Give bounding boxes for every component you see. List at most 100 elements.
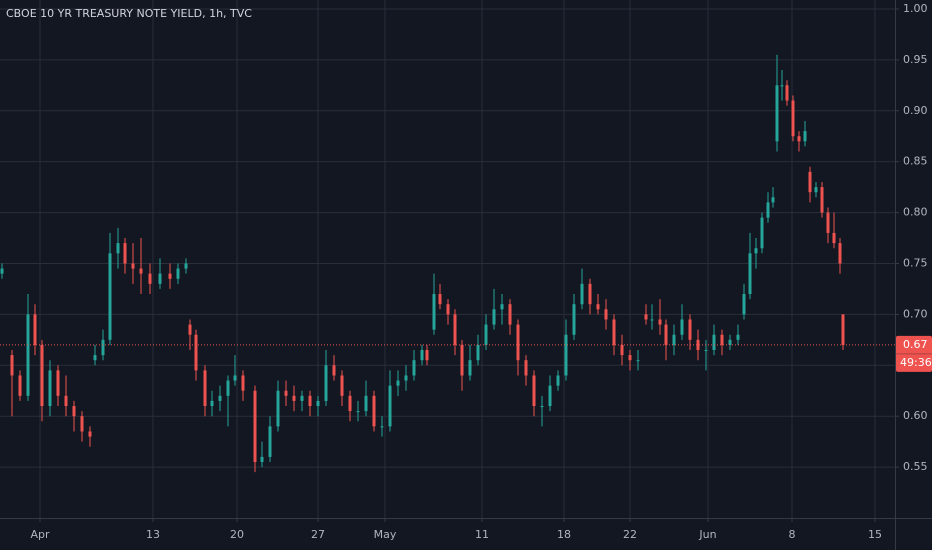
chart-title: CBOE 10 YR TREASURY NOTE YIELD, 1h, TVC	[6, 7, 252, 20]
candle-body	[696, 339, 700, 351]
candle-body	[791, 100, 795, 137]
candle-body	[80, 416, 84, 432]
candle-body	[832, 232, 836, 244]
candle-body	[548, 385, 552, 407]
candle-body	[508, 304, 512, 325]
candle-body	[388, 385, 392, 427]
grid	[0, 0, 895, 518]
x-tick-label: 15	[868, 528, 882, 541]
candle-body	[540, 406, 544, 408]
last-price-label: 0.67	[903, 338, 928, 351]
candle-body	[580, 283, 584, 305]
y-tick-label: 0.70	[903, 307, 928, 320]
candle-body	[176, 268, 180, 279]
candle-body	[116, 243, 120, 254]
candle-body	[596, 304, 600, 310]
candle-body	[184, 263, 188, 269]
y-tick-label: 0.75	[903, 256, 928, 269]
candle-body	[754, 248, 758, 254]
candle-body	[56, 370, 60, 396]
candle-body	[658, 319, 662, 325]
y-tick-label: 1.00	[903, 2, 928, 15]
candle-body	[736, 334, 740, 340]
x-tick-label: 11	[475, 528, 489, 541]
candle-body	[516, 324, 520, 361]
candle-body	[332, 365, 336, 376]
candle-body	[268, 426, 272, 457]
candle-body	[572, 304, 576, 335]
y-tick-label: 0.60	[903, 409, 928, 422]
candle-body	[123, 243, 127, 264]
candle-body	[556, 375, 560, 386]
candle-body	[284, 390, 288, 396]
x-tick-label: May	[374, 528, 397, 541]
candle-body	[720, 334, 724, 345]
candle-body	[803, 131, 807, 142]
candle-body	[139, 268, 143, 274]
candle-body	[324, 365, 328, 401]
candle-body	[524, 360, 528, 376]
candle-body	[650, 319, 654, 321]
candle-body	[292, 395, 296, 401]
candle-body	[356, 411, 360, 413]
x-tick-label: 18	[557, 528, 571, 541]
candle-body	[210, 400, 214, 407]
candle-body	[446, 304, 450, 315]
candle-body	[775, 85, 779, 142]
candle-body	[814, 187, 818, 193]
candle-body	[532, 375, 536, 407]
candle-body	[348, 395, 352, 412]
candle-body	[808, 171, 812, 193]
candle-body	[438, 294, 442, 305]
candle-body	[18, 375, 22, 396]
candle-body	[101, 339, 105, 356]
candle-body	[308, 395, 312, 407]
candle-body	[194, 334, 198, 371]
candle-body	[748, 253, 752, 295]
candle-body	[412, 360, 416, 376]
candle-body	[742, 294, 746, 315]
y-tick-label: 0.90	[903, 104, 928, 117]
candle-body	[704, 350, 708, 352]
candle-body	[340, 375, 344, 396]
candle-body	[680, 319, 684, 335]
candle-body	[492, 309, 496, 325]
y-tick-label: 0.95	[903, 53, 928, 66]
candle-body	[233, 375, 237, 381]
candle-body	[380, 426, 384, 428]
candle-body	[644, 314, 648, 320]
candle-body	[88, 431, 92, 437]
candle-body	[276, 390, 280, 427]
candle-body	[797, 136, 801, 142]
candle-body	[672, 334, 676, 345]
y-tick-label: 0.85	[903, 155, 928, 168]
candle-body	[460, 344, 464, 376]
candle-body	[260, 456, 264, 463]
candle-body	[148, 273, 152, 284]
candle-body	[766, 202, 770, 218]
candle-body	[203, 370, 207, 407]
candle-body	[48, 370, 52, 407]
candle-body	[728, 339, 732, 345]
x-tick-label: 20	[230, 528, 244, 541]
candle-body	[785, 85, 789, 101]
candle-body	[425, 350, 429, 361]
candle-body	[253, 390, 257, 463]
x-tick-label: Apr	[30, 528, 50, 541]
candle-body	[620, 344, 624, 356]
candle-body	[688, 319, 692, 340]
y-tick-label: 0.55	[903, 460, 928, 473]
candle-body	[664, 324, 668, 345]
candle-body	[72, 406, 76, 417]
candle-body	[396, 380, 400, 386]
candles	[0, 54, 845, 473]
candle-body	[364, 395, 368, 412]
candle-body	[93, 355, 97, 361]
candle-body	[10, 355, 14, 376]
y-tick-label: 0.80	[903, 206, 928, 219]
candle-body	[500, 304, 504, 310]
candle-body	[820, 187, 824, 213]
candle-body	[838, 243, 842, 264]
